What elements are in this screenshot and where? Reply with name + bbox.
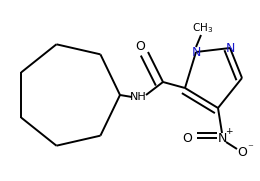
Text: ⁻: ⁻ xyxy=(247,143,253,153)
Text: N: N xyxy=(225,41,235,54)
Text: O: O xyxy=(182,132,192,144)
Text: N: N xyxy=(217,132,227,144)
Text: O: O xyxy=(135,39,145,52)
Text: N: N xyxy=(191,45,201,58)
Text: +: + xyxy=(225,127,233,136)
Text: NH: NH xyxy=(130,92,146,102)
Text: O: O xyxy=(237,146,247,159)
Text: CH$_3$: CH$_3$ xyxy=(192,21,214,35)
